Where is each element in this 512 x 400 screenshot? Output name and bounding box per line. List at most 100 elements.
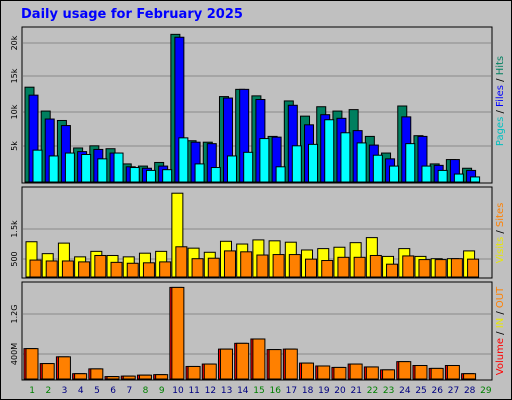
- bar-out-day-13: [219, 348, 233, 380]
- legend-volume: Volume / IN / OUT: [495, 286, 506, 375]
- x-tick-label-day-23: 23: [383, 386, 394, 396]
- chart-title: Daily usage for February 2025: [21, 7, 243, 22]
- bar-pages-day-18: [308, 143, 319, 183]
- x-tick-label-day-15: 15: [253, 386, 264, 396]
- bar-out-day-17: [284, 348, 298, 380]
- x-tick-label-day-22: 22: [367, 386, 378, 396]
- x-tick-label-day-2: 2: [45, 386, 51, 396]
- x-tick-label-day-14: 14: [237, 386, 249, 396]
- bar-out-day-26: [430, 367, 444, 380]
- legend-visits-sites: Visits / Sites: [495, 203, 506, 264]
- bar-pages-day-4: [81, 153, 92, 183]
- bar-pages-day-7: [129, 167, 140, 183]
- x-tick-label-day-3: 3: [62, 386, 68, 396]
- bar-pages-day-20: [340, 132, 351, 183]
- bar-pages-day-8: [145, 169, 156, 183]
- x-tick-label-day-26: 26: [432, 386, 444, 396]
- legend-usage-item: Hits: [495, 56, 506, 79]
- bar-sites-day-15: [256, 254, 269, 278]
- bar-pages-day-14: [243, 151, 254, 183]
- bar-pages-day-19: [324, 119, 335, 183]
- bar-out-day-5: [90, 368, 104, 380]
- bar-sites-day-4: [78, 261, 91, 278]
- bar-pages-day-27: [453, 173, 464, 183]
- x-tick-label-day-17: 17: [286, 386, 297, 396]
- bar-sites-day-10: [175, 246, 188, 278]
- bar-pages-day-16: [275, 166, 286, 183]
- bar-out-day-4: [74, 373, 88, 380]
- bar-sites-day-26: [434, 259, 447, 278]
- legend-volume-item: /: [495, 331, 506, 338]
- bar-pages-day-22: [372, 154, 383, 183]
- x-tick-label-day-10: 10: [172, 386, 184, 396]
- x-tick-label-day-6: 6: [110, 386, 116, 396]
- bar-sites-day-16: [272, 254, 285, 278]
- bar-pages-day-3: [64, 152, 75, 183]
- legend-volume-item: IN: [495, 318, 506, 332]
- bar-pages-day-11: [194, 163, 205, 183]
- legend-usage-item: Pages: [495, 117, 506, 146]
- x-tick-label-day-5: 5: [94, 386, 100, 396]
- bar-pages-day-21: [356, 142, 367, 183]
- bar-sites-day-9: [159, 261, 172, 278]
- x-tick-label-day-11: 11: [188, 386, 199, 396]
- x-tick-label-day-29: 29: [480, 386, 492, 396]
- bar-out-day-22: [365, 366, 379, 380]
- bar-out-day-20: [333, 366, 347, 380]
- x-tick-label-day-16: 16: [269, 386, 281, 396]
- bar-pages-day-24: [405, 143, 416, 183]
- y-tick-label: 1.5k: [10, 220, 19, 238]
- bar-sites-day-13: [223, 250, 236, 278]
- x-tick-label-day-20: 20: [334, 386, 346, 396]
- x-tick-label-day-27: 27: [448, 386, 459, 396]
- bar-out-day-16: [268, 349, 282, 380]
- x-tick-label-day-7: 7: [126, 386, 132, 396]
- bar-out-day-8: [138, 374, 152, 380]
- bar-out-day-7: [122, 375, 136, 380]
- bar-sites-day-1: [29, 259, 42, 278]
- bar-pages-day-26: [437, 169, 448, 183]
- legend-volume-item: OUT: [495, 286, 506, 311]
- x-tick-label-day-8: 8: [143, 386, 149, 396]
- bar-out-day-11: [187, 365, 201, 380]
- x-tick-label-day-13: 13: [221, 386, 232, 396]
- x-tick-label-day-1: 1: [29, 386, 35, 396]
- bar-sites-day-20: [337, 256, 350, 278]
- x-tick-label-day-24: 24: [399, 386, 411, 396]
- x-tick-label-day-25: 25: [415, 386, 426, 396]
- bar-sites-day-21: [353, 256, 366, 278]
- bar-pages-day-6: [113, 152, 124, 183]
- bar-pages-day-10: [178, 137, 189, 183]
- x-tick-label-day-19: 19: [318, 386, 330, 396]
- x-tick-label-day-4: 4: [78, 386, 84, 396]
- bar-pages-day-9: [162, 169, 173, 183]
- bar-sites-day-19: [321, 260, 334, 278]
- bar-pages-day-12: [210, 167, 221, 183]
- bar-out-day-12: [203, 363, 217, 380]
- y-tick-label: 1.2G: [10, 305, 19, 324]
- bar-sites-day-14: [240, 251, 253, 278]
- legend-usage: Pages / Files / Hits: [495, 56, 506, 146]
- legend-volume-item: Volume: [495, 338, 506, 375]
- bar-sites-day-12: [207, 257, 220, 278]
- bar-out-day-25: [414, 365, 428, 380]
- bar-out-day-23: [382, 369, 396, 380]
- bar-out-day-19: [317, 365, 331, 380]
- bar-pages-day-5: [97, 158, 108, 183]
- bar-out-day-21: [349, 363, 363, 380]
- bar-out-day-1: [25, 348, 39, 380]
- bar-pages-day-17: [291, 145, 302, 183]
- bar-out-day-6: [106, 376, 120, 380]
- bar-out-day-9: [155, 374, 169, 380]
- legend-usage-item: Files: [495, 85, 506, 110]
- legend-visits-sites-item: Visits: [495, 237, 506, 264]
- bar-sites-day-8: [142, 262, 155, 278]
- x-tick-label-day-18: 18: [302, 386, 314, 396]
- bar-sites-day-17: [288, 254, 301, 278]
- bar-sites-day-3: [61, 260, 74, 278]
- legend-visits-sites-item: /: [495, 230, 506, 237]
- y-tick-label: 400M: [10, 343, 19, 365]
- y-tick-label: 10k: [10, 104, 19, 119]
